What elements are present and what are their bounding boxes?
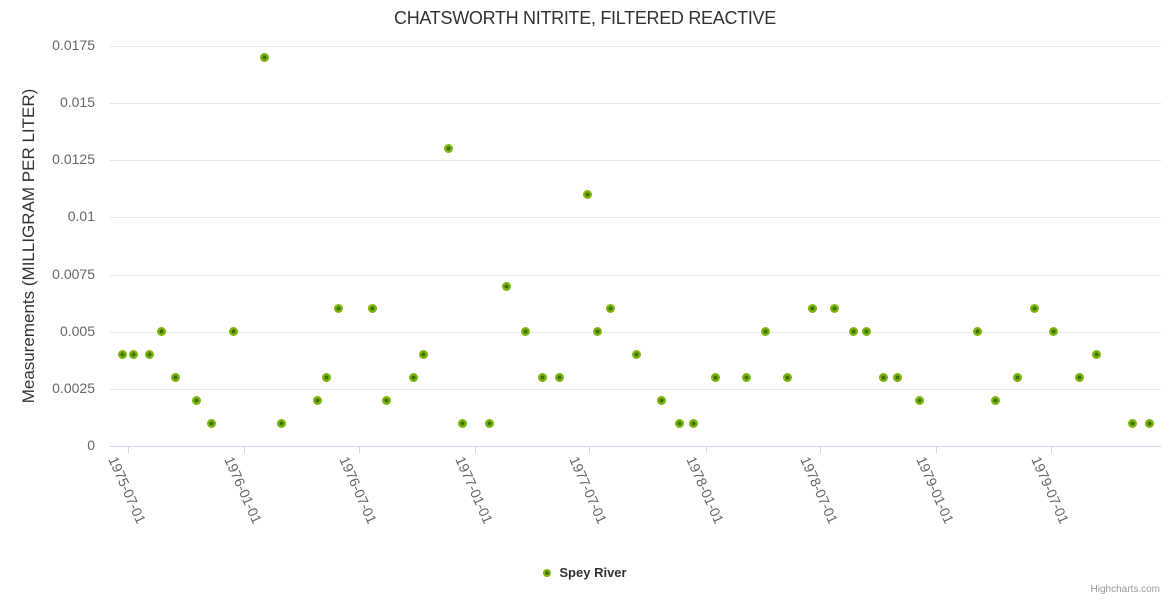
data-point[interactable] [689,418,699,428]
data-point[interactable] [990,395,1000,405]
y-axis-label: 0.0125 [52,151,95,167]
data-point[interactable] [879,372,889,382]
data-point[interactable] [118,350,128,360]
data-point[interactable] [321,372,331,382]
data-point[interactable] [408,372,418,382]
x-axis-tick [820,447,821,453]
data-point[interactable] [170,372,180,382]
data-point[interactable] [485,418,495,428]
x-axis-label: 1979-07-01 [1028,454,1073,526]
data-point[interactable] [520,327,530,337]
data-point[interactable] [973,327,983,337]
x-axis-label: 1977-01-01 [452,454,497,526]
data-point[interactable] [711,372,721,382]
data-point[interactable] [605,304,615,314]
data-point[interactable] [741,372,751,382]
y-gridline [110,103,1161,104]
x-axis-label: 1976-01-01 [221,454,266,526]
data-point[interactable] [592,327,602,337]
data-point[interactable] [1091,350,1101,360]
x-axis-tick [244,447,245,453]
x-axis-tick [936,447,937,453]
data-point[interactable] [444,144,454,154]
data-point[interactable] [276,418,286,428]
data-point[interactable] [207,418,217,428]
chart-title: CHATSWORTH NITRITE, FILTERED REACTIVE [394,8,776,28]
x-axis-label: 1975-07-01 [105,454,150,526]
data-point[interactable] [192,395,202,405]
data-point[interactable] [144,350,154,360]
data-point[interactable] [501,281,511,291]
x-axis-tick [359,447,360,453]
data-point[interactable] [537,372,547,382]
y-gridline [110,217,1161,218]
legend-marker-icon [543,568,552,577]
data-point[interactable] [583,190,593,200]
y-axis-label: 0.0175 [52,37,95,53]
data-point[interactable] [368,304,378,314]
y-gridline [110,389,1161,390]
x-axis-tick [128,447,129,453]
y-axis-label: 0.0025 [52,380,95,396]
data-point[interactable] [782,372,792,382]
y-gridline [110,332,1161,333]
data-point[interactable] [760,327,770,337]
data-point[interactable] [849,327,858,337]
data-point[interactable] [914,395,924,405]
data-point[interactable] [1075,372,1085,382]
data-point[interactable] [1145,418,1155,428]
x-axis-tick [706,447,707,453]
x-axis-label: 1976-07-01 [336,454,381,526]
y-axis-label: 0.015 [59,94,95,110]
data-point[interactable] [1048,327,1058,337]
data-point[interactable] [1127,418,1137,428]
data-point[interactable] [830,304,840,314]
legend-series-label: Spey River [559,565,627,580]
y-axis-label: 0.005 [59,323,95,339]
data-point[interactable] [555,372,565,382]
data-point[interactable] [675,418,685,428]
data-point[interactable] [259,52,269,62]
data-point[interactable] [1012,372,1022,382]
data-point[interactable] [228,327,238,337]
data-point[interactable] [156,327,166,337]
data-point[interactable] [381,395,391,405]
y-axis-label: 0.0075 [52,266,95,282]
x-axis-line [110,446,1161,447]
legend-item-spey-river[interactable]: Spey River [0,565,1170,580]
data-point[interactable] [631,350,641,360]
data-point[interactable] [418,350,428,360]
x-axis-tick [1051,447,1052,453]
x-axis-label: 1978-07-01 [797,454,842,526]
y-axis-label: 0 [87,437,95,453]
x-axis-label: 1977-07-01 [566,454,611,526]
data-point[interactable] [128,350,138,360]
x-axis-tick [589,447,590,453]
data-point[interactable] [892,372,902,382]
y-axis-title: Measurements (MILLIGRAM PER LITER) [19,88,38,404]
data-point[interactable] [334,304,344,314]
data-point[interactable] [1030,304,1040,314]
y-gridline [110,160,1161,161]
data-point[interactable] [807,304,817,314]
data-point[interactable] [457,418,467,428]
x-axis-tick [475,447,476,453]
y-axis-label: 0.01 [67,208,95,224]
highcharts-credit-link[interactable]: Highcharts.com [1090,584,1160,595]
y-gridline [110,275,1161,276]
data-point[interactable] [656,395,666,405]
data-point[interactable] [862,327,872,337]
data-point[interactable] [312,395,322,405]
y-gridline [110,46,1161,47]
x-axis-label: 1979-01-01 [913,454,958,526]
x-axis-label: 1978-01-01 [683,454,728,526]
